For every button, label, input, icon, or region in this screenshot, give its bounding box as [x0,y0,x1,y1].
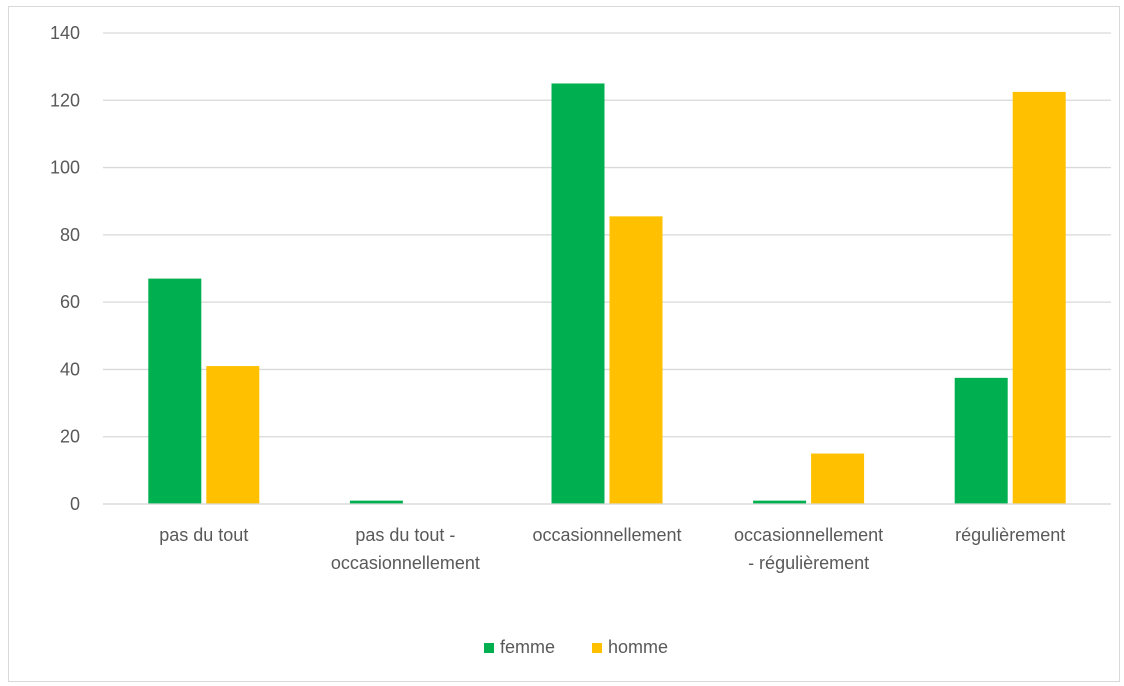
x-tick-label: - régulièrement [748,553,869,573]
x-tick-label: occasionnellement [331,553,480,573]
y-tick-label: 0 [70,494,80,514]
x-tick-label: régulièrement [955,525,1065,545]
y-tick-label: 40 [60,359,80,379]
bar-femme [954,377,1008,504]
bar-femme [753,500,807,504]
y-tick-label: 140 [50,23,80,43]
bar-homme [811,453,865,504]
legend-label-femme: femme [500,637,555,657]
x-tick-label: pas du tout - [355,525,455,545]
x-tick-label: occasionnellement [734,525,883,545]
bar-homme [1012,91,1066,504]
legend-swatch-homme [592,643,602,653]
y-tick-label: 60 [60,292,80,312]
x-tick-label: pas du tout [159,525,248,545]
legend-swatch-femme [484,643,494,653]
x-tick-label: occasionnellement [532,525,681,545]
y-tick-label: 100 [50,158,80,178]
y-tick-label: 20 [60,427,80,447]
legend-label-homme: homme [608,637,668,657]
y-tick-label: 120 [50,90,80,110]
y-tick-label: 80 [60,225,80,245]
bar-femme [551,83,605,504]
bar-homme [206,366,260,504]
bar-femme [148,278,202,504]
bar-femme [349,500,403,504]
bar-homme [609,216,663,504]
